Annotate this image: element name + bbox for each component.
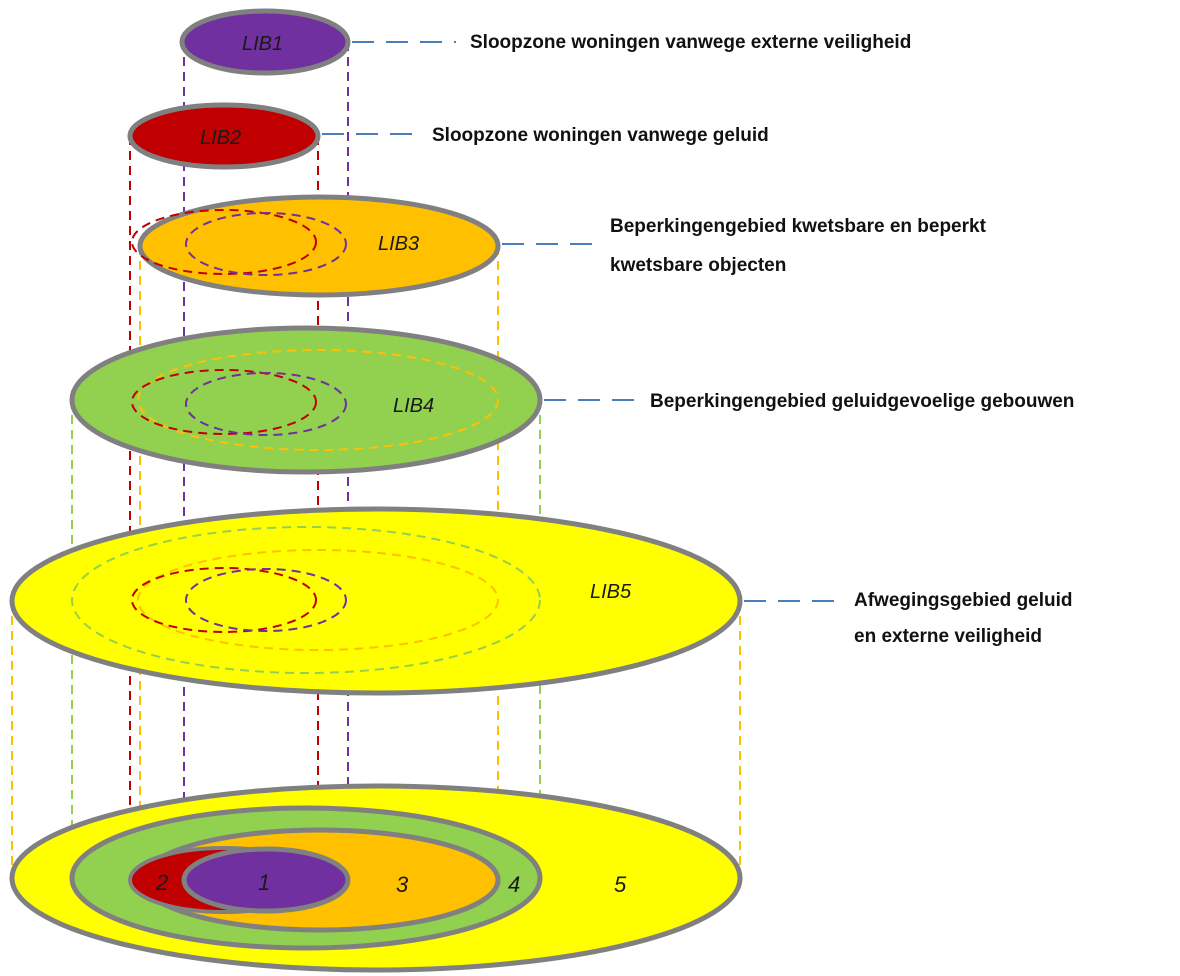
lib2-description: Sloopzone woningen vanwege geluid bbox=[432, 125, 769, 146]
lib5-description-line1: Afwegingsgebied geluid bbox=[854, 590, 1073, 611]
lib3-inner-lib2-outline bbox=[131, 209, 317, 275]
lib2-label: LIB2 bbox=[200, 127, 241, 149]
base-number-5: 5 bbox=[614, 872, 627, 897]
lib1-description: Sloopzone woningen vanwege externe veili… bbox=[470, 32, 911, 53]
lib1-layer: LIB1 bbox=[179, 8, 351, 76]
lib4-label: LIB4 bbox=[393, 395, 434, 417]
lib2-ellipse bbox=[127, 102, 321, 170]
lib1-ellipse bbox=[179, 8, 351, 76]
lib5-inner-lib2-outline bbox=[131, 567, 317, 633]
lib5-ellipse bbox=[9, 506, 743, 696]
lib5-inner-lib4-outline bbox=[71, 526, 541, 674]
base-number-4: 4 bbox=[508, 872, 520, 897]
lib4-inner-lib3-outline bbox=[137, 349, 499, 451]
lib3-description-line2: kwetsbare objecten bbox=[610, 255, 786, 276]
lib5-description-line2: en externe veiligheid bbox=[854, 626, 1042, 647]
lib5-inner-lib3-outline bbox=[137, 549, 499, 651]
base-number-2: 2 bbox=[155, 870, 168, 895]
lib3-layer: LIB3 bbox=[131, 194, 501, 298]
lib3-label: LIB3 bbox=[378, 233, 419, 255]
lib3-ellipse bbox=[137, 194, 501, 298]
lib1-label: LIB1 bbox=[242, 33, 283, 55]
lib5-inner-lib1-outline bbox=[185, 568, 347, 632]
leader-lines bbox=[322, 41, 840, 602]
descriptions: Sloopzone woningen vanwege externe veili… bbox=[432, 32, 1074, 647]
base-number-3: 3 bbox=[396, 872, 409, 897]
lib3-inner-lib1-outline bbox=[185, 212, 347, 276]
lib4-layer: LIB4 bbox=[69, 325, 543, 475]
base-disc: 1 2 3 4 5 bbox=[9, 783, 743, 973]
lib3-description-line1: Beperkingengebied kwetsbare en beperkt bbox=[610, 216, 987, 237]
lib4-ellipse bbox=[69, 325, 543, 475]
lib4-inner-lib2-outline bbox=[131, 369, 317, 435]
base-zone-1 bbox=[181, 846, 351, 914]
lib4-description: Beperkingengebied geluidgevoelige gebouw… bbox=[650, 391, 1074, 412]
lib2-layer: LIB2 bbox=[127, 102, 321, 170]
lib5-label: LIB5 bbox=[590, 581, 632, 603]
base-number-1: 1 bbox=[258, 870, 270, 895]
lib4-inner-lib1-outline bbox=[185, 372, 347, 436]
lib5-layer: LIB5 bbox=[9, 506, 743, 696]
